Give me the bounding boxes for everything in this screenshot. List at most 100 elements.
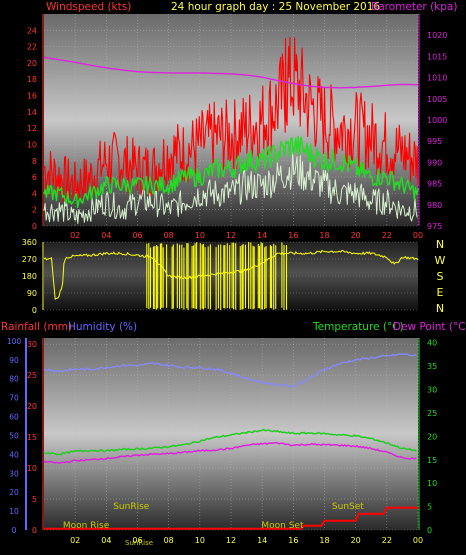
temperature-axis-title: Temperature (°C) <box>312 321 404 333</box>
rainfall-series <box>44 506 418 530</box>
baro-tick-label: 975 <box>427 222 442 231</box>
humidity-tick-label: 90 <box>9 356 19 365</box>
rain-tick-label: 0 <box>32 526 37 535</box>
baro-tick-label: 1005 <box>427 95 447 104</box>
baro-tick-label: 1015 <box>427 52 447 61</box>
wind-x-tick-label: 10 <box>195 231 205 240</box>
wind-x-tick-label: 08 <box>164 231 174 240</box>
baro-tick-label: 985 <box>427 180 442 189</box>
wind-x-tick-label: 20 <box>351 231 361 240</box>
temp-x-tick-label: 06 <box>132 536 142 545</box>
dew-point-axis-title: Dew Point (°C) <box>393 321 466 333</box>
barometer-series <box>43 56 419 89</box>
direction-series <box>43 249 419 300</box>
compass-letter: W <box>435 254 446 267</box>
wind-tick-label: 2 <box>32 206 37 215</box>
humidity-tick-label: 0 <box>12 526 17 535</box>
humidity-tick-label: 30 <box>9 469 19 478</box>
temp-x-tick-label: 10 <box>195 536 205 545</box>
wind-gust-series <box>43 36 419 203</box>
wind-tick-label: 16 <box>27 92 37 101</box>
humidity-series <box>43 352 417 388</box>
rain-tick-label: 25 <box>27 371 37 380</box>
wind-tick-label: 8 <box>32 157 37 166</box>
temp-tick-label: 25 <box>427 409 437 418</box>
rain-tick-label: 20 <box>27 402 37 411</box>
astro-annotation-label: SunRise <box>125 539 153 547</box>
compass-letter: S <box>437 270 444 283</box>
humidity-axis-title: Humidity (%) <box>68 321 137 333</box>
graph-title: 24 hour graph day : 25 November 2016 <box>171 1 380 13</box>
temp-x-tick-label: 14 <box>257 536 267 545</box>
barometer-axis-title: Barometer (kpa) <box>371 1 457 13</box>
temp-tick-label: 10 <box>427 479 437 488</box>
wind-x-tick-label: 12 <box>226 231 236 240</box>
wind-x-tick-label: 22 <box>382 231 392 240</box>
humidity-tick-label: 20 <box>9 488 19 497</box>
temp-tick-label: 5 <box>427 503 432 512</box>
dir-tick-label: 90 <box>27 289 37 298</box>
baro-tick-label: 995 <box>427 137 442 146</box>
humidity-tick-label: 60 <box>9 413 19 422</box>
dir-tick-label: 180 <box>22 272 37 281</box>
windspeed-axis-title: Windspeed (kts) <box>46 1 131 13</box>
astro-annotation-label: SunSet <box>332 502 364 512</box>
temp-tick-label: 20 <box>427 432 437 441</box>
wind-tick-label: 4 <box>32 189 37 198</box>
rainfall-axis-title: Rainfall (mm) <box>1 321 72 333</box>
wind-lull-series <box>43 151 418 224</box>
temp-tick-label: 30 <box>427 386 437 395</box>
compass-letter: E <box>437 286 444 299</box>
humidity-tick-label: 50 <box>9 431 19 440</box>
temp-x-tick-label: 12 <box>226 536 236 545</box>
wind-tick-label: 6 <box>32 173 37 182</box>
wind-x-tick-label: 04 <box>101 231 111 240</box>
wind-tick-label: 22 <box>27 43 37 52</box>
wind-average-series <box>43 135 419 209</box>
dir-tick-label: 270 <box>22 255 37 264</box>
rain-tick-label: 10 <box>27 464 37 473</box>
dir-tick-label: 0 <box>32 306 37 315</box>
baro-tick-label: 990 <box>427 158 442 167</box>
temp-tick-label: 35 <box>427 362 437 371</box>
wind-x-tick-label: 02 <box>70 231 80 240</box>
humidity-tick-label: 80 <box>9 375 19 384</box>
temperature-series <box>43 428 417 456</box>
temp-x-tick-label: 18 <box>319 536 329 545</box>
compass-letter: N <box>436 238 444 251</box>
wind-x-tick-label: 14 <box>257 231 267 240</box>
rain-tick-label: 5 <box>32 495 37 504</box>
wind-x-tick-label: 06 <box>132 231 142 240</box>
humidity-tick-label: 10 <box>9 507 19 516</box>
temp-x-tick-label: 20 <box>351 536 361 545</box>
baro-tick-label: 1000 <box>427 116 447 125</box>
dew-point-series <box>43 441 417 464</box>
dir-tick-label: 360 <box>22 238 37 247</box>
temp-tick-label: 15 <box>427 456 437 465</box>
astro-annotation-label: Moon Rise <box>63 521 110 531</box>
humidity-tick-label: 70 <box>9 394 19 403</box>
wind-tick-label: 0 <box>32 222 37 231</box>
temp-x-tick-label: 02 <box>70 536 80 545</box>
axis-layer: 0246810121416182022249759809859909951000… <box>7 14 447 547</box>
astro-annotation-label: Moon Set <box>261 521 304 531</box>
wind-tick-label: 24 <box>27 26 37 35</box>
temp-x-tick-label: 04 <box>101 536 111 545</box>
baro-tick-label: 980 <box>427 201 442 210</box>
astro-annotation-label: SunRise <box>113 502 150 512</box>
compass-letter: N <box>436 302 444 315</box>
temp-x-tick-label: 00 <box>413 536 423 545</box>
wind-x-tick-label: 16 <box>288 231 298 240</box>
wind-x-tick-label: 00 <box>413 231 423 240</box>
temp-x-tick-label: 08 <box>164 536 174 545</box>
baro-tick-label: 1020 <box>427 31 447 40</box>
temp-x-tick-label: 22 <box>382 536 392 545</box>
temp-tick-label: 40 <box>427 339 437 348</box>
wind-tick-label: 20 <box>27 59 37 68</box>
baro-tick-label: 1010 <box>427 74 447 83</box>
wind-tick-label: 14 <box>27 108 37 117</box>
wind-tick-label: 12 <box>27 124 37 133</box>
wind-x-tick-label: 18 <box>319 231 329 240</box>
